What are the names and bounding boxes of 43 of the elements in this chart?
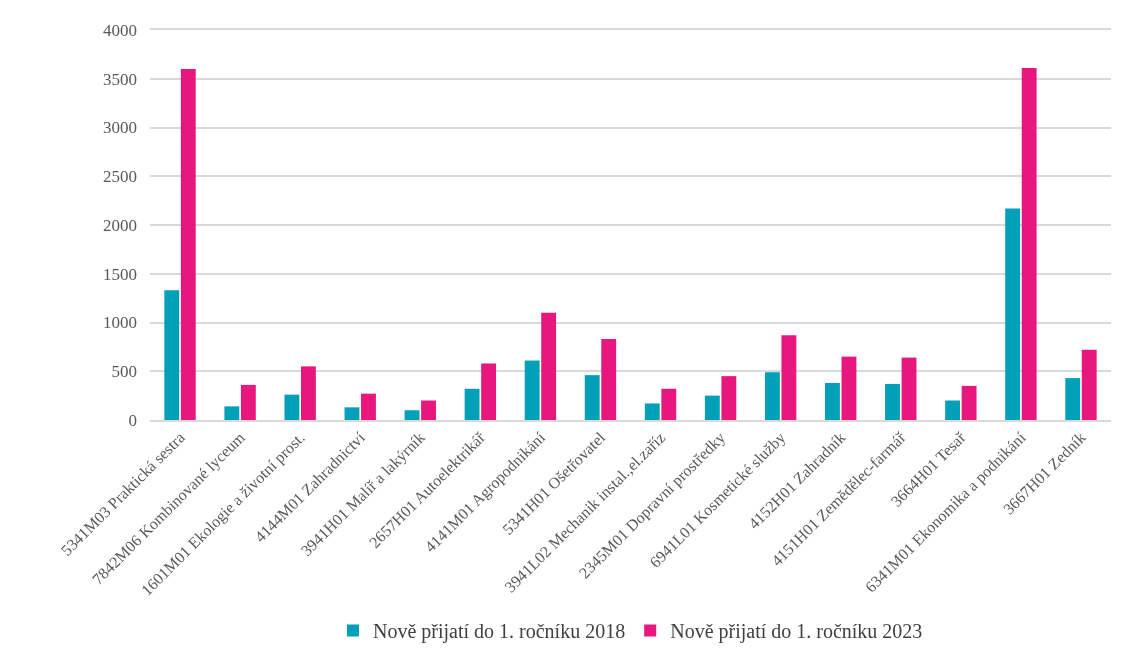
bar [404,410,420,420]
y-tick-label: 3500 [103,69,137,89]
y-tick-label: 2000 [103,215,137,235]
bar [961,385,977,420]
bar [764,372,780,420]
bar [464,388,480,420]
bar [945,400,961,420]
bar [421,400,436,420]
bar [1021,68,1037,420]
y-tick-label: 1500 [103,264,137,284]
bar [841,356,857,420]
bar [704,395,720,420]
bar [644,403,660,420]
y-tick-label: 2500 [103,167,137,187]
bar [1065,378,1081,420]
bar [524,360,540,420]
bar [721,376,737,420]
bar [901,357,917,420]
y-tick-label: 4000 [103,20,137,40]
y-tick-label: 3000 [103,118,137,138]
bar [885,383,900,420]
bar [584,375,600,420]
bar [284,394,300,420]
bar [661,388,677,420]
bar [781,335,797,420]
bar [825,382,840,420]
bar [344,407,360,420]
bar [541,312,557,420]
bar [240,384,256,420]
y-tick-label: 1000 [103,313,137,333]
bar [481,363,497,420]
bar [1081,349,1097,420]
bar [224,406,240,420]
bar [361,393,376,420]
bar [1005,208,1021,420]
legend-label: Nově přijatí do 1. ročníku 2018 [373,620,626,644]
y-tick-label: 0 [128,410,137,430]
bar [180,69,196,420]
legend-label: Nově přijatí do 1. ročníku 2023 [670,620,923,644]
bar [601,339,617,420]
y-tick-label: 500 [111,362,137,382]
bar [164,290,180,420]
bar [300,366,316,420]
